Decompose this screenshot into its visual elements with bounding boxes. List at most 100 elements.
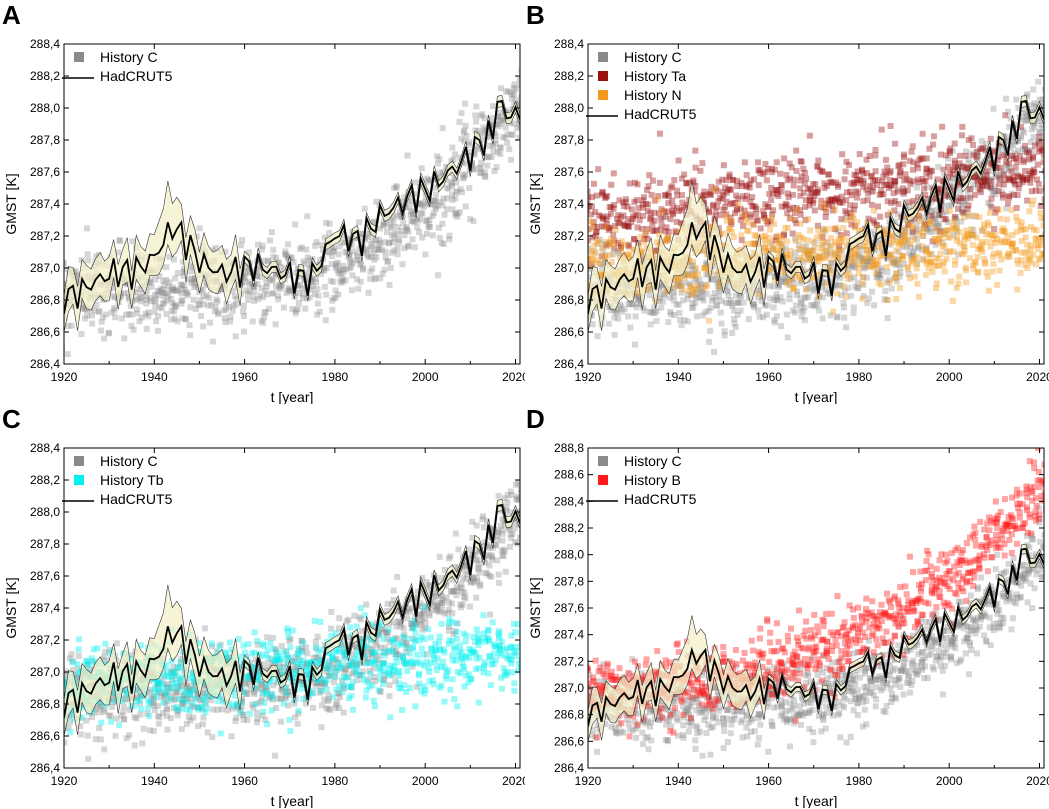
data-point <box>970 141 977 148</box>
data-point <box>915 194 922 201</box>
data-point <box>136 286 143 293</box>
plot-area <box>64 67 520 358</box>
data-point <box>595 240 602 247</box>
data-point <box>924 227 931 234</box>
data-point <box>921 223 928 230</box>
data-point <box>106 646 113 653</box>
data-point <box>941 259 948 266</box>
data-point <box>448 179 455 186</box>
data-point <box>384 629 391 636</box>
data-point <box>612 222 619 229</box>
data-point <box>182 316 189 323</box>
data-point <box>811 288 818 295</box>
data-point <box>458 109 465 116</box>
data-point <box>994 172 1001 179</box>
data-point <box>261 314 268 321</box>
data-point <box>603 242 610 249</box>
data-point <box>492 121 499 128</box>
data-point <box>269 275 276 282</box>
data-point <box>254 281 261 288</box>
data-point <box>670 277 677 284</box>
data-point <box>814 189 821 196</box>
data-point <box>936 221 943 228</box>
data-point <box>506 543 513 550</box>
data-point <box>390 596 397 603</box>
data-point <box>958 250 965 257</box>
data-point <box>717 278 724 285</box>
data-point <box>651 209 658 216</box>
data-point <box>708 297 715 304</box>
data-point <box>702 281 709 288</box>
data-point <box>390 219 397 226</box>
data-point <box>610 231 617 238</box>
data-point <box>964 192 971 199</box>
data-point <box>944 219 951 226</box>
data-point <box>985 199 992 206</box>
data-point <box>939 123 946 130</box>
data-point <box>218 686 225 693</box>
data-point <box>1038 215 1044 222</box>
data-point <box>978 145 985 152</box>
data-point <box>793 147 800 154</box>
data-point <box>1024 147 1031 154</box>
data-point <box>789 191 796 198</box>
data-point <box>631 246 638 253</box>
data-point <box>968 231 975 238</box>
data-point <box>369 652 376 659</box>
data-point <box>416 200 423 207</box>
data-point <box>850 216 857 223</box>
data-point <box>299 295 306 302</box>
data-point <box>258 285 265 292</box>
data-point <box>950 182 957 189</box>
data-point <box>959 175 966 182</box>
data-point <box>166 279 173 286</box>
data-point <box>457 185 464 192</box>
data-point <box>292 664 299 671</box>
data-point <box>592 259 599 266</box>
data-point <box>617 242 624 249</box>
data-point <box>653 227 660 234</box>
data-point <box>472 127 479 134</box>
data-point <box>674 229 681 236</box>
data-point <box>726 226 733 233</box>
data-point <box>928 250 935 257</box>
data-point <box>983 177 990 184</box>
data-point <box>1028 242 1035 249</box>
data-point <box>982 147 989 154</box>
data-point <box>716 284 723 291</box>
data-point <box>126 732 133 739</box>
data-point <box>66 712 73 719</box>
data-point <box>473 144 480 151</box>
data-point <box>277 284 284 291</box>
data-point <box>616 219 623 226</box>
data-point <box>1013 96 1020 103</box>
data-point <box>1037 255 1044 262</box>
data-point <box>151 292 158 299</box>
data-point <box>834 255 841 262</box>
data-point <box>349 260 356 267</box>
data-point <box>240 302 247 309</box>
data-point <box>989 232 996 239</box>
data-point <box>202 682 209 689</box>
data-point <box>854 219 861 226</box>
data-point <box>240 711 247 718</box>
data-point <box>287 635 294 642</box>
data-point <box>835 251 842 258</box>
data-point <box>179 286 186 293</box>
data-point <box>987 175 994 182</box>
data-point <box>600 189 607 196</box>
data-point <box>168 684 175 691</box>
data-point <box>234 705 241 712</box>
data-point <box>788 215 795 222</box>
data-point <box>306 264 313 271</box>
data-point <box>367 645 374 652</box>
data-point <box>879 246 886 253</box>
data-point <box>935 239 942 246</box>
data-point <box>729 303 736 310</box>
data-point <box>983 182 990 189</box>
data-point <box>439 168 446 175</box>
data-point <box>891 182 898 189</box>
data-point <box>348 287 355 294</box>
data-point <box>932 236 939 243</box>
data-point <box>145 689 152 696</box>
